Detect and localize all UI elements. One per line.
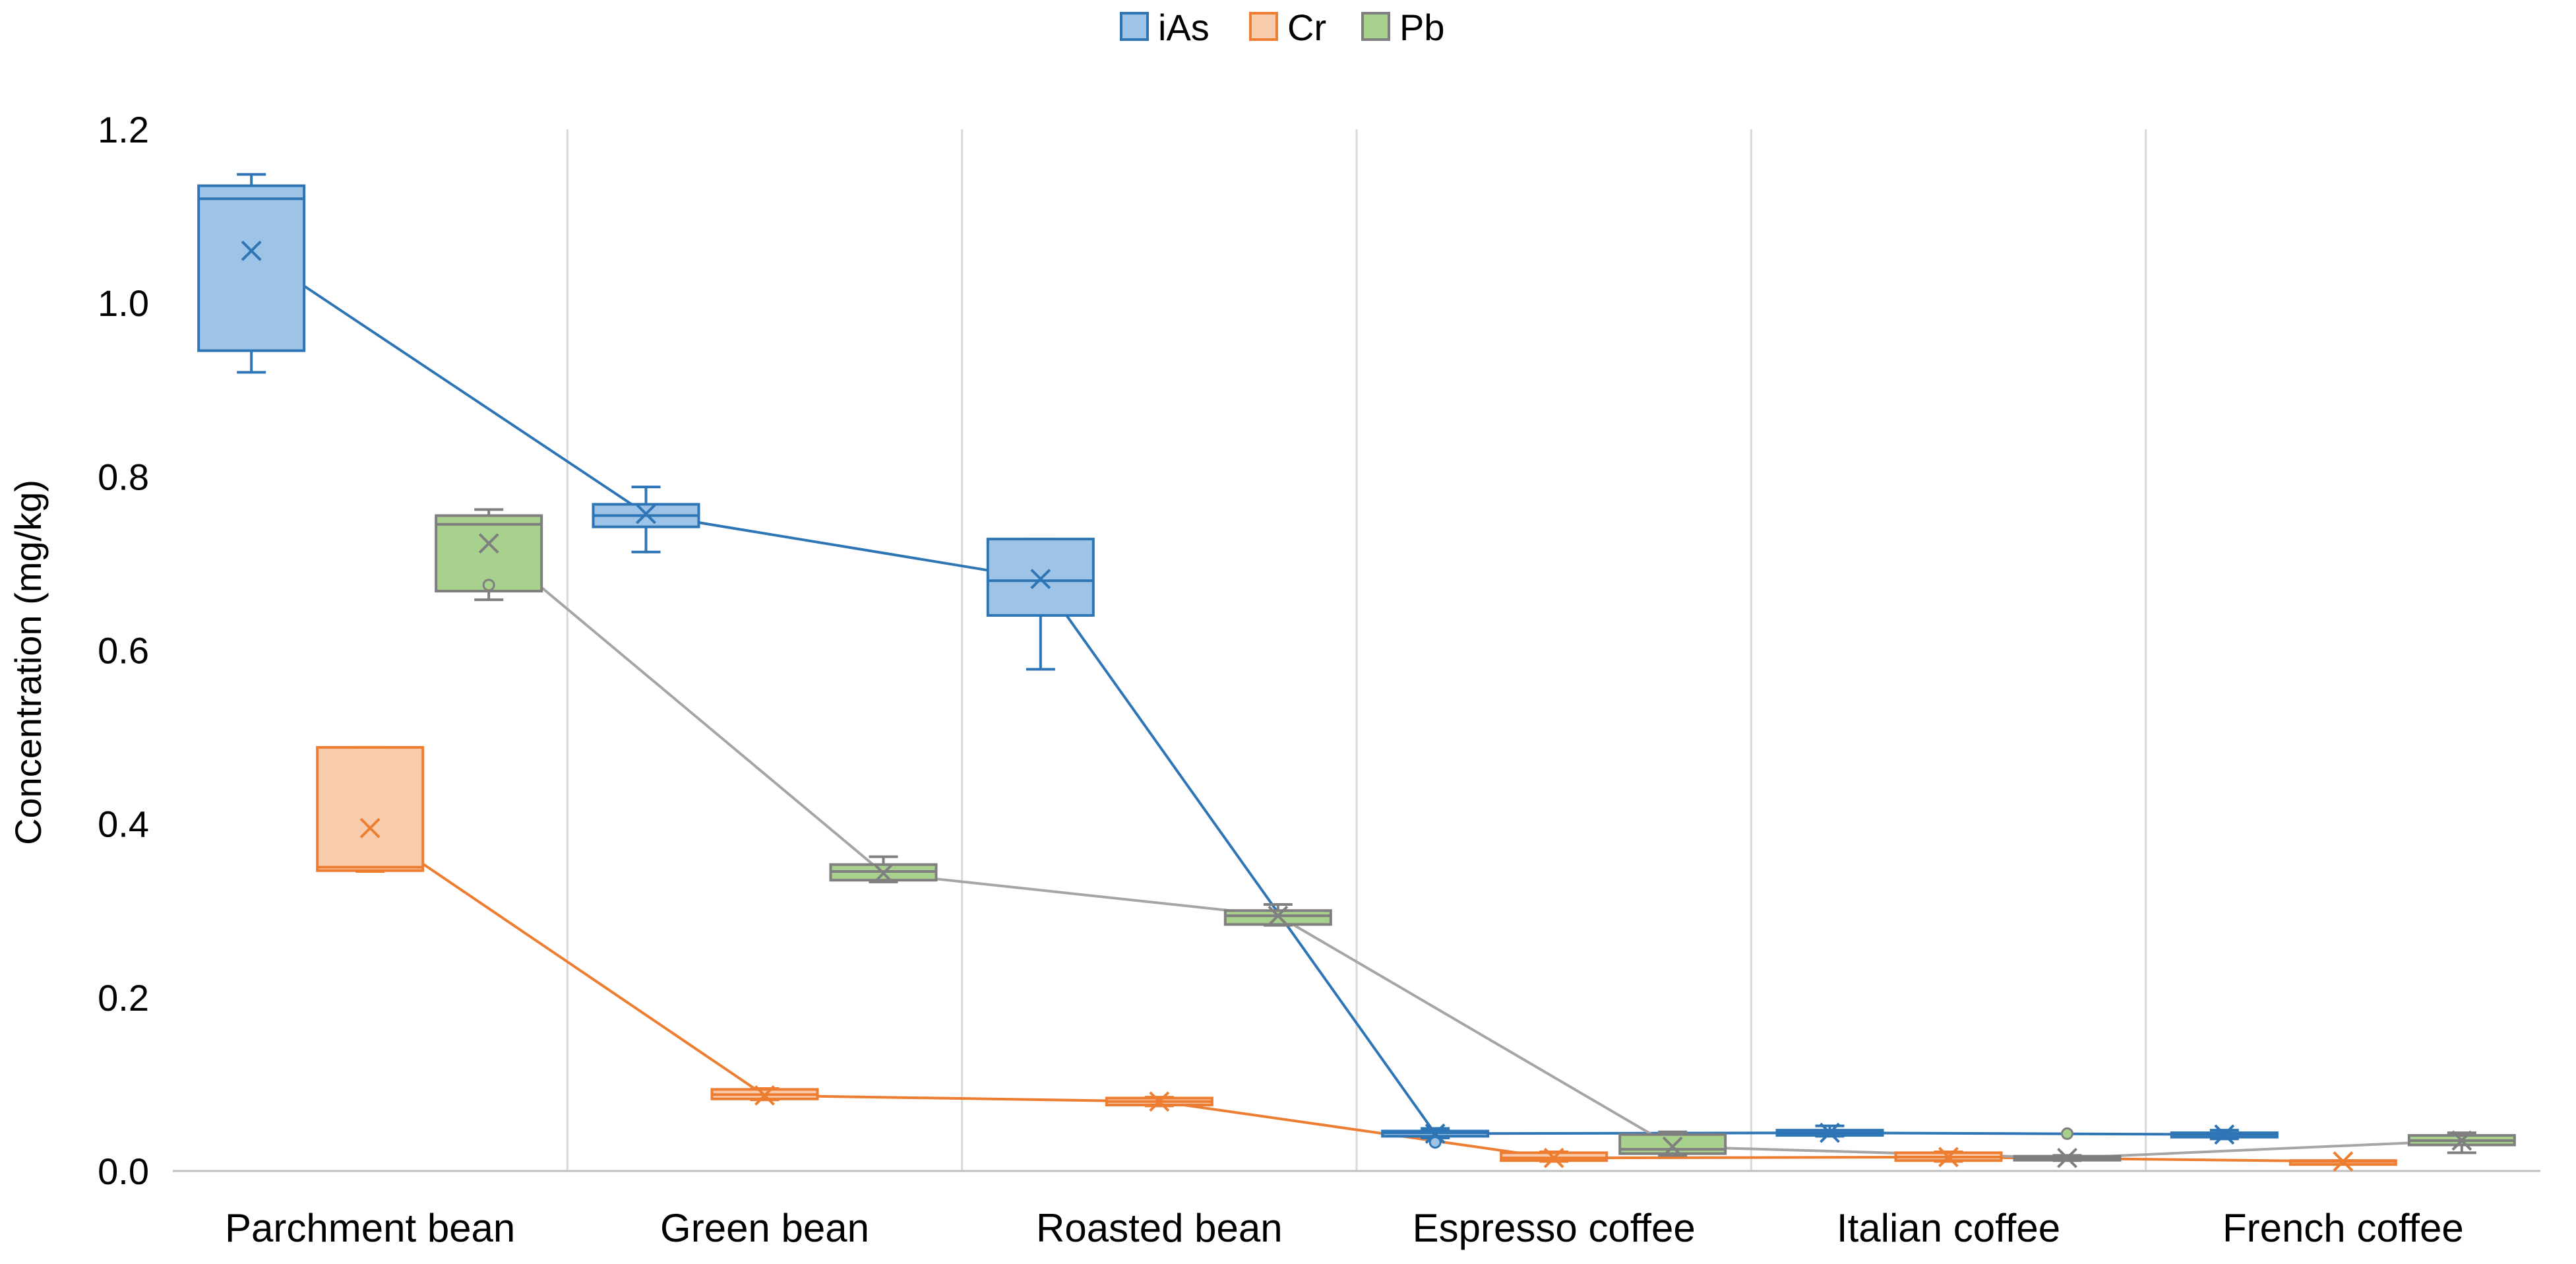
- legend-label-pb[interactable]: Pb: [1399, 7, 1445, 48]
- legend-swatch-pb[interactable]: [1361, 12, 1390, 41]
- x-tick-label: Espresso coffee: [1413, 1206, 1696, 1250]
- box-pb: [2013, 1127, 2122, 1168]
- mean-line-ias: [251, 249, 2224, 1136]
- box-pb: [1223, 903, 1332, 927]
- box-ias: [986, 538, 1095, 671]
- mean-marker: [1425, 1123, 1446, 1144]
- mean-marker: [2214, 1124, 2235, 1145]
- x-tick-label: Italian coffee: [1837, 1206, 2060, 1250]
- box-iqr: [316, 745, 425, 872]
- legend-swatch-cr[interactable]: [1249, 12, 1278, 41]
- box-iqr: [197, 184, 306, 352]
- legend-label-ias[interactable]: iAs: [1158, 7, 1210, 48]
- x-tick-label: Roasted bean: [1036, 1206, 1283, 1250]
- mean-marker: [1938, 1147, 1959, 1168]
- outlier-point: [2061, 1127, 2073, 1140]
- legend[interactable]: iAs Cr Pb: [1120, 7, 1445, 48]
- box-cr: [1105, 1091, 1213, 1112]
- box-pb: [1618, 1130, 1727, 1157]
- mean-marker: [1662, 1136, 1683, 1157]
- x-tick-label: French coffee: [2223, 1206, 2464, 1250]
- box-cr: [316, 745, 425, 873]
- y-tick-label: 1.0: [98, 282, 149, 324]
- mean-marker: [1149, 1091, 1170, 1112]
- box-ias: [1775, 1122, 1884, 1143]
- mean-marker: [241, 240, 262, 261]
- y-tick-label: 0.0: [98, 1151, 149, 1192]
- mean-marker: [2057, 1147, 2077, 1168]
- mean-marker: [636, 503, 656, 524]
- box-cr: [2288, 1151, 2397, 1172]
- y-tick-label: 0.4: [98, 804, 149, 845]
- box-cr: [1500, 1147, 1609, 1168]
- mean-marker: [1030, 569, 1051, 590]
- legend-label-cr[interactable]: Cr: [1287, 7, 1326, 48]
- mean-marker: [873, 863, 894, 884]
- outlier-point: [482, 579, 495, 592]
- mean-line-pb: [487, 542, 2462, 1160]
- y-tick-label: 0.8: [98, 456, 149, 497]
- box-cr: [1894, 1147, 2003, 1168]
- boxes: [197, 173, 2516, 1172]
- box-pb: [829, 855, 938, 884]
- y-tick-label: 0.6: [98, 630, 149, 672]
- mean-marker: [1820, 1122, 1840, 1143]
- box-ias: [592, 486, 700, 553]
- axes: 0.0 0.2 0.4 0.6 0.8 1.0 1.2 Parchment bean Green…: [98, 109, 2540, 1250]
- box-pb: [435, 508, 543, 602]
- box-iqr: [435, 514, 543, 593]
- y-tick-label: 1.2: [98, 109, 149, 150]
- box-ias: [197, 173, 306, 374]
- box-iqr: [1618, 1133, 1727, 1155]
- mean-marker: [478, 533, 499, 554]
- box-cr: [710, 1085, 819, 1106]
- x-tick-label: Green bean: [660, 1206, 869, 1250]
- mean-marker: [1268, 905, 1289, 926]
- x-tick-label: Parchment bean: [225, 1206, 515, 1250]
- box-ias: [2170, 1124, 2279, 1145]
- legend-swatch-ias[interactable]: [1120, 12, 1149, 41]
- category-separators: [566, 129, 2147, 1171]
- y-axis-title: Concentration (mg/kg): [7, 480, 49, 845]
- mean-marker: [754, 1085, 775, 1106]
- box-ias: [1381, 1123, 1490, 1149]
- outlier-point: [1428, 1136, 1442, 1149]
- mean-marker: [359, 817, 381, 838]
- mean-marker: [1543, 1147, 1564, 1168]
- box-pb: [2407, 1130, 2516, 1154]
- mean-marker: [2451, 1130, 2472, 1151]
- y-tick-label: 0.2: [98, 977, 149, 1019]
- mean-marker: [2333, 1151, 2354, 1172]
